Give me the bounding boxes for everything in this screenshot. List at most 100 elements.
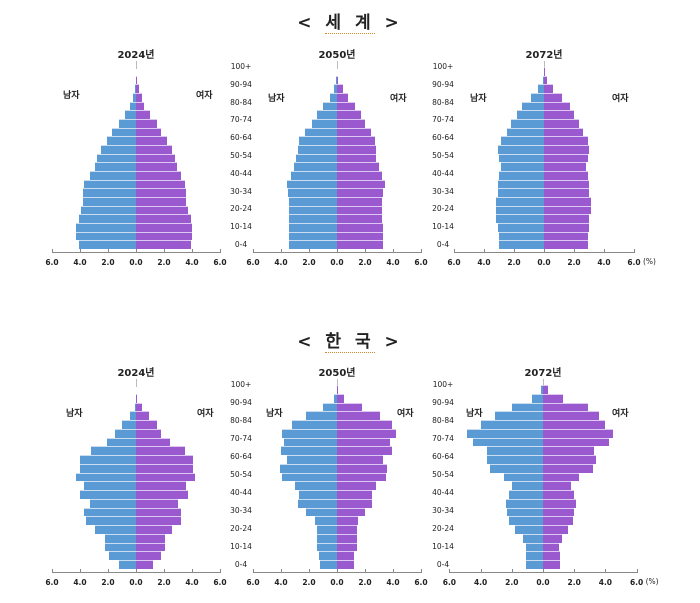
female-bar-45-49: [544, 162, 586, 171]
female-bar-60-64: [543, 455, 597, 464]
female-bar-65-69: [136, 127, 162, 137]
center-line: [136, 61, 137, 69]
male-bar-55-59: [497, 145, 544, 154]
age-label: 20-24: [432, 204, 454, 214]
female-bar-5-9: [544, 231, 588, 241]
female-bar-95-99: [337, 393, 344, 403]
age-label: 100+: [230, 380, 252, 389]
female-bar-100+: [543, 385, 549, 394]
female-bar-55-59: [543, 463, 593, 473]
male-bar-35-39: [89, 498, 136, 508]
male-bar-60-64: [500, 136, 544, 145]
x-tick-label: 4.0: [473, 578, 488, 587]
x-tick: [636, 569, 638, 573]
male-bar-85-89: [530, 93, 544, 102]
male-bar-70-74: [472, 437, 543, 447]
male-bar-15-19: [105, 533, 136, 543]
male-bar-75-79: [517, 110, 544, 119]
title-open-bracket: <: [297, 332, 316, 352]
female-bar-90-94: [544, 84, 553, 93]
female-bar-15-19: [543, 533, 562, 543]
male-bar-15-19: [317, 533, 337, 543]
female-bar-85-89: [337, 411, 381, 421]
x-tick-label: 2.0: [567, 578, 581, 587]
female-bar-85-89: [337, 93, 349, 102]
center-line: [337, 379, 338, 387]
male-bar-70-74: [511, 119, 544, 128]
female-bar-30-34: [337, 188, 384, 197]
male-bar-20-24: [81, 205, 136, 215]
x-tick: [365, 249, 366, 253]
age-label: 0-4: [436, 560, 450, 569]
female-bar-35-39: [337, 179, 385, 189]
male-bar-20-24: [317, 525, 337, 534]
x-tick: [605, 569, 607, 573]
female-label: 여자: [196, 91, 213, 101]
male-label: 남자: [63, 91, 80, 101]
male-bar-90-94: [511, 402, 543, 412]
title-close-bracket: >: [384, 332, 403, 352]
female-bar-0-4: [136, 240, 191, 249]
female-bar-40-44: [337, 171, 382, 180]
male-bar-20-24: [289, 205, 337, 215]
female-bar-30-34: [544, 188, 589, 197]
x-tick-label: 6.0: [414, 578, 428, 587]
male-bar-65-69: [91, 446, 136, 456]
female-bar-30-34: [136, 507, 181, 517]
x-tick-label: 0.0: [129, 258, 143, 267]
age-label: 10-14: [230, 542, 252, 551]
female-bar-65-69: [544, 127, 583, 137]
female-bar-0-4: [544, 240, 588, 249]
female-bar-80-84: [544, 101, 570, 111]
male-bar-95-99: [532, 393, 543, 403]
female-bar-0-4: [543, 560, 561, 569]
male-bar-10-14: [289, 223, 337, 232]
male-bar-50-54: [499, 153, 544, 163]
female-bar-10-14: [337, 542, 357, 552]
female-bar-5-9: [136, 231, 192, 241]
age-label: 10-14: [432, 222, 454, 232]
male-bar-85-89: [494, 411, 543, 421]
x-tick-label: 2.0: [507, 258, 521, 267]
age-label: 60-64: [432, 452, 454, 461]
male-bar-65-69: [486, 446, 543, 456]
x-tick: [281, 569, 282, 573]
female-label: 여자: [390, 94, 407, 104]
male-bar-85-89: [306, 411, 337, 421]
male-bar-75-79: [466, 428, 543, 438]
x-tick-label: 2.0: [505, 578, 519, 587]
female-bar-90-94: [136, 84, 139, 93]
female-bar-50-54: [136, 153, 176, 163]
x-tick-label: 2.0: [157, 258, 171, 267]
male-bar-60-64: [486, 455, 543, 464]
female-bar-30-34: [543, 507, 575, 517]
female-bar-60-64: [544, 136, 588, 145]
female-bar-10-14: [543, 542, 559, 552]
female-bar-75-79: [544, 110, 574, 119]
female-bar-70-74: [337, 119, 365, 128]
x-tick-label: 6.0: [213, 258, 227, 267]
age-label: 20-24: [230, 524, 252, 533]
male-bar-60-64: [299, 136, 337, 145]
male-bar-30-34: [507, 507, 543, 517]
female-bar-75-79: [543, 428, 614, 438]
female-bar-25-29: [544, 197, 591, 206]
male-bar-80-84: [130, 101, 136, 111]
female-label: 여자: [612, 94, 629, 104]
male-bar-85-89: [330, 93, 337, 102]
female-bar-30-34: [136, 188, 187, 197]
female-bar-10-14: [136, 223, 192, 232]
x-tick-label: 0.0: [537, 258, 551, 267]
male-bar-90-94: [135, 84, 136, 93]
age-label: 40-44: [230, 168, 252, 178]
age-label: 100+: [432, 62, 454, 71]
age-label: 0-4: [234, 240, 248, 249]
female-bar-80-84: [136, 101, 145, 111]
male-label: 남자: [268, 94, 285, 104]
female-bar-80-84: [337, 101, 356, 111]
age-label: 70-74: [432, 434, 454, 443]
male-bar-55-59: [279, 463, 337, 473]
x-tick-label: 4.0: [185, 578, 199, 587]
female-bar-90-94: [543, 402, 589, 412]
female-bar-15-19: [136, 214, 191, 223]
